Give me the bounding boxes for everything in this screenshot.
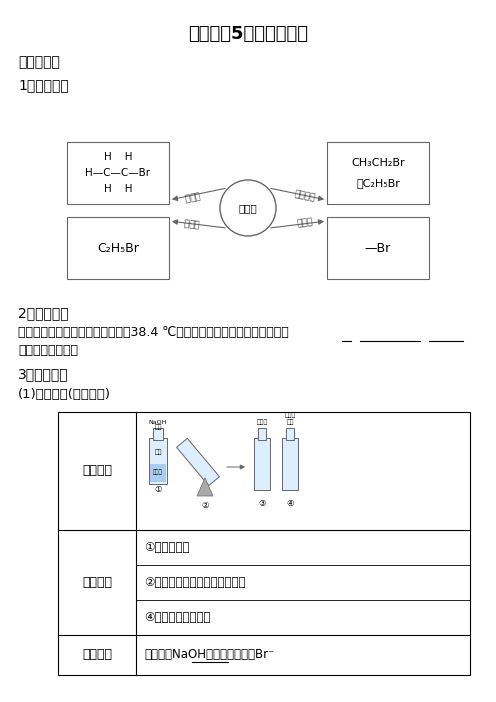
Text: 结构简式: 结构简式 [293, 190, 316, 202]
Text: ①中溶液分层: ①中溶液分层 [144, 541, 189, 554]
Bar [58, 412, 470, 675]
Text: 乙醇等有机溶剂。: 乙醇等有机溶剂。 [18, 344, 78, 357]
Text: ④: ④ [286, 500, 294, 508]
Text: 一、溴乙烷: 一、溴乙烷 [18, 55, 60, 69]
Polygon shape [197, 478, 213, 496]
Bar [254, 438, 270, 490]
Text: 振荡: 振荡 [154, 449, 162, 455]
Text: 或C₂H₅Br: 或C₂H₅Br [356, 178, 400, 188]
FancyBboxPatch shape [67, 142, 169, 204]
Text: C₂H₅Br: C₂H₅Br [97, 241, 139, 255]
Text: ②: ② [201, 501, 209, 510]
FancyBboxPatch shape [327, 142, 429, 204]
Bar [149, 438, 167, 484]
Text: 纯净的溴乙烷是无色液体，沸点为38.4 ℃，密度比水大，难溶于水，易溶于: 纯净的溴乙烷是无色液体，沸点为38.4 ℃，密度比水大，难溶于水，易溶于 [18, 326, 289, 339]
Text: H    H: H H [104, 152, 132, 162]
Text: 实验装置: 实验装置 [82, 465, 112, 477]
Text: ①: ① [154, 484, 162, 494]
Text: 结构式: 结构式 [183, 190, 200, 202]
Text: 实验结论: 实验结论 [82, 649, 112, 661]
Text: ③: ③ [258, 500, 266, 508]
Text: NaOH: NaOH [149, 420, 167, 425]
Polygon shape [177, 438, 219, 486]
Text: ④中有黄色沉淀生成: ④中有黄色沉淀生成 [144, 611, 210, 624]
Text: 官能团: 官能团 [296, 217, 313, 228]
Bar [150, 464, 166, 482]
Text: 2．物理性质: 2．物理性质 [18, 306, 68, 320]
Text: CH₃CH₂Br: CH₃CH₂Br [351, 158, 405, 168]
Text: 溴乙烷与NaOH溶液共热产生了Br⁻: 溴乙烷与NaOH溶液共热产生了Br⁻ [144, 649, 274, 661]
Text: 硝酸银: 硝酸银 [284, 412, 296, 418]
Bar [153, 428, 163, 440]
Text: 溶液: 溶液 [286, 419, 294, 425]
Bar [282, 438, 298, 490]
Text: 溶液: 溶液 [154, 425, 162, 430]
Text: H    H: H H [104, 184, 132, 194]
Text: —Br: —Br [365, 241, 391, 255]
Text: 实验现象: 实验现象 [82, 576, 112, 589]
Bar [258, 428, 266, 440]
Text: 分子式: 分子式 [183, 217, 200, 228]
Text: 稀硝酸: 稀硝酸 [256, 419, 268, 425]
Text: ②中有机层厚度减小，直至消失: ②中有机层厚度减小，直至消失 [144, 576, 246, 589]
Text: 高中选修5卤代烃知识点: 高中选修5卤代烃知识点 [188, 25, 308, 43]
Bar [286, 428, 294, 440]
Text: 溴乙烷: 溴乙烷 [153, 469, 163, 475]
Text: H—C—C—Br: H—C—C—Br [85, 168, 151, 178]
Text: (1)取代反应(水解反应): (1)取代反应(水解反应) [18, 388, 111, 401]
Text: 溴乙烷: 溴乙烷 [239, 203, 257, 213]
Text: 1．分子结构: 1．分子结构 [18, 78, 69, 92]
FancyBboxPatch shape [327, 217, 429, 279]
FancyBboxPatch shape [67, 217, 169, 279]
Text: 3．化学性质: 3．化学性质 [18, 367, 68, 381]
